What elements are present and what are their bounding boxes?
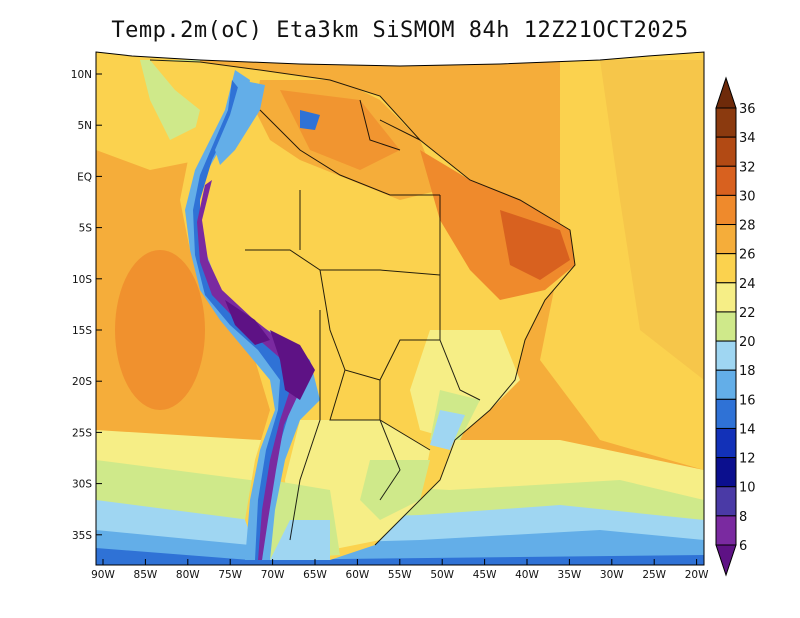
colorbar-label: 28 <box>739 219 756 234</box>
lon-tick-label: 20W <box>685 569 709 581</box>
latitude-axis: 10N 5N EQ 5S 10S 15S 20S 25S 30S 35S <box>71 69 102 542</box>
colorbar-swatch <box>715 282 737 313</box>
country-boundaries <box>149 59 576 546</box>
colorbar-label: 36 <box>739 102 756 117</box>
lon-tick-label: 35W <box>558 569 582 581</box>
colorbar-swatch <box>715 311 737 342</box>
lat-tick-label: EQ <box>77 171 92 183</box>
lon-tick-label: 40W <box>515 569 539 581</box>
colorbar-label: 22 <box>739 306 756 321</box>
colorbar-legend: 36 34 32 30 28 26 24 22 20 18 16 14 12 10 8 6 <box>715 76 756 577</box>
colorbar-label: 20 <box>739 335 756 350</box>
lat-tick-label: 30S <box>72 479 92 491</box>
colorbar-swatch <box>715 369 737 400</box>
colorbar-label: 32 <box>739 160 756 175</box>
colorbar-swatch <box>715 107 737 138</box>
colorbar-label: 26 <box>739 248 756 263</box>
colorbar-max-arrow <box>715 76 737 109</box>
colorbar-swatch <box>715 427 737 459</box>
colorbar-swatch <box>715 194 737 226</box>
colorbar-swatch <box>715 253 737 284</box>
lat-tick-label: 35S <box>72 530 92 542</box>
lon-tick-label: 45W <box>473 569 497 581</box>
lat-tick-label: 5S <box>79 223 93 235</box>
colorbar-label: 16 <box>739 393 756 408</box>
lon-tick-label: 85W <box>134 569 158 581</box>
map-title: Temp.2m(oC) Eta3km SiSMOM 84h 12Z21OCT20… <box>111 18 689 43</box>
colorbar-swatch <box>715 515 737 546</box>
lat-tick-label: 20S <box>72 376 92 388</box>
lat-tick-label: 10N <box>71 69 92 81</box>
lat-tick-label: 25S <box>72 427 92 439</box>
colorbar-swatch <box>715 224 737 255</box>
colorbar-swatch <box>715 340 737 371</box>
lon-tick-label: 65W <box>303 569 327 581</box>
colorbar-label: 10 <box>739 481 756 496</box>
lat-tick-label: 10S <box>72 274 92 286</box>
lat-tick-label: 15S <box>72 325 92 337</box>
map-frame <box>95 51 705 566</box>
lon-tick-label: 60W <box>346 569 370 581</box>
lat-tick-label: 5N <box>77 120 92 132</box>
temperature-field <box>96 52 704 565</box>
colorbar-label: 8 <box>739 510 747 525</box>
lon-tick-label: 25W <box>642 569 666 581</box>
colorbar-label: 24 <box>739 277 756 292</box>
lon-tick-label: 55W <box>388 569 412 581</box>
colorbar-label: 14 <box>739 422 756 437</box>
lon-tick-label: 30W <box>600 569 624 581</box>
colorbar-label: 34 <box>739 131 756 146</box>
colorbar-label: 30 <box>739 189 756 204</box>
colorbar-swatch <box>715 136 737 167</box>
colorbar-min-arrow <box>715 544 737 577</box>
colorbar-label: 12 <box>739 452 756 467</box>
lon-tick-label: 90W <box>91 569 115 581</box>
longitude-axis: 90W 85W 80W 75W 70W 65W 60W 55W 50W 45W 40W 35W 30W 2… <box>91 559 709 581</box>
lon-tick-label: 50W <box>430 569 454 581</box>
lon-tick-label: 70W <box>261 569 285 581</box>
lon-tick-label: 75W <box>218 569 242 581</box>
colorbar-swatch <box>715 486 737 517</box>
colorbar-swatch <box>715 457 737 488</box>
lon-tick-label: 80W <box>176 569 200 581</box>
colorbar-swatch <box>715 398 737 429</box>
colorbar-label: 6 <box>739 539 747 554</box>
colorbar-swatch <box>715 165 737 196</box>
colorbar-label: 18 <box>739 364 756 379</box>
